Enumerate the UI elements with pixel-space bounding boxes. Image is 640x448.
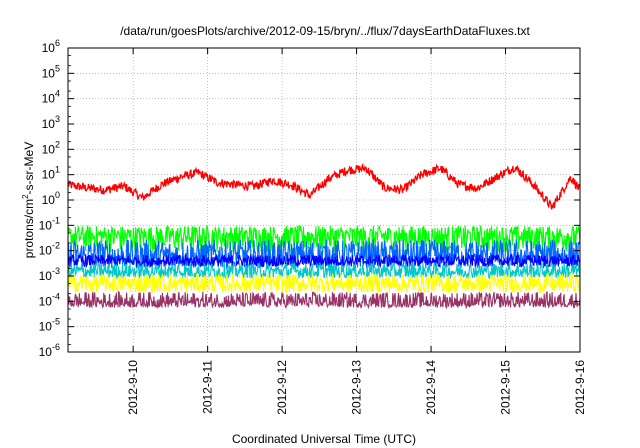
y-tick-base: 10 bbox=[39, 345, 53, 359]
x-tick-label: 2012-9-10 bbox=[126, 360, 140, 415]
y-tick-exponent: 3 bbox=[55, 114, 60, 124]
x-tick-label: 2012-9-11 bbox=[201, 360, 215, 414]
y-tick-label: 106 bbox=[42, 38, 60, 55]
y-tick-label: 10-3 bbox=[39, 266, 60, 283]
x-axis-label: Coordinated Universal Time (UTC) bbox=[232, 432, 416, 446]
y-axis-label-exponent: 2 bbox=[21, 194, 30, 199]
series-line-3 bbox=[67, 252, 581, 269]
y-tick-label: 103 bbox=[42, 114, 60, 131]
y-tick-exponent: -6 bbox=[52, 342, 60, 352]
y-tick-label: 105 bbox=[42, 63, 60, 80]
x-tick-label: 2012-9-14 bbox=[424, 360, 438, 415]
series-line-0 bbox=[67, 162, 581, 210]
y-tick-label: 10-6 bbox=[39, 342, 60, 359]
y-tick-label: 100 bbox=[42, 190, 60, 207]
y-tick-base: 10 bbox=[42, 193, 56, 207]
y-tick-exponent: -3 bbox=[52, 266, 60, 276]
series-line-5 bbox=[67, 272, 581, 294]
y-tick-base: 10 bbox=[42, 66, 56, 80]
y-tick-exponent: 5 bbox=[55, 63, 60, 73]
x-tick-label: 2012-9-13 bbox=[350, 360, 364, 415]
x-tick-label: 2012-9-16 bbox=[573, 360, 587, 415]
ticks bbox=[68, 47, 581, 353]
y-tick-label: 102 bbox=[42, 139, 60, 156]
y-tick-label: 10-4 bbox=[39, 291, 60, 308]
y-tick-base: 10 bbox=[42, 92, 56, 106]
series-group bbox=[67, 162, 581, 310]
series-line-4 bbox=[67, 261, 581, 280]
x-tick-labels: 2012-9-10 2012-9-11 2012-9-12 2012-9-13 2012… bbox=[126, 360, 587, 415]
y-tick-label: 10-5 bbox=[39, 317, 60, 334]
y-tick-exponent: -1 bbox=[52, 215, 60, 225]
y-tick-base: 10 bbox=[42, 41, 56, 55]
y-tick-exponent: 6 bbox=[55, 38, 60, 48]
y-tick-base: 10 bbox=[39, 269, 53, 283]
y-tick-base: 10 bbox=[42, 168, 56, 182]
y-tick-label: 104 bbox=[42, 89, 60, 106]
y-tick-label: 101 bbox=[42, 165, 60, 182]
grid bbox=[68, 48, 580, 352]
y-tick-exponent: -4 bbox=[52, 291, 60, 301]
series-line-2 bbox=[67, 238, 581, 271]
y-axis-label: protons/cm2-s-sr-MeV bbox=[21, 142, 36, 258]
y-tick-base: 10 bbox=[39, 218, 53, 232]
series-line-1 bbox=[67, 224, 581, 254]
y-tick-base: 10 bbox=[42, 117, 56, 131]
y-tick-exponent: 1 bbox=[55, 165, 60, 175]
y-axis-label-rest: -s-sr-MeV bbox=[22, 142, 36, 195]
y-tick-exponent: -2 bbox=[52, 241, 60, 251]
y-tick-base: 10 bbox=[39, 320, 53, 334]
y-tick-base: 10 bbox=[39, 244, 53, 258]
y-tick-exponent: -5 bbox=[52, 317, 60, 327]
y-axis-label-unit: protons/cm bbox=[22, 199, 36, 258]
y-tick-labels: 10-610-510-410-310-210-11001011021031041… bbox=[39, 38, 60, 359]
y-tick-base: 10 bbox=[42, 142, 56, 156]
y-tick-label: 10-1 bbox=[39, 215, 60, 232]
series-line-6 bbox=[67, 290, 581, 310]
y-tick-exponent: 2 bbox=[55, 139, 60, 149]
y-tick-label: 10-2 bbox=[39, 241, 60, 258]
y-tick-exponent: 4 bbox=[55, 89, 60, 99]
y-tick-base: 10 bbox=[39, 294, 53, 308]
chart-title: /data/run/goesPlots/archive/2012-09-15/b… bbox=[120, 24, 530, 38]
x-tick-label: 2012-9-12 bbox=[275, 360, 289, 415]
x-tick-label: 2012-9-15 bbox=[499, 360, 513, 415]
y-tick-exponent: 0 bbox=[55, 190, 60, 200]
